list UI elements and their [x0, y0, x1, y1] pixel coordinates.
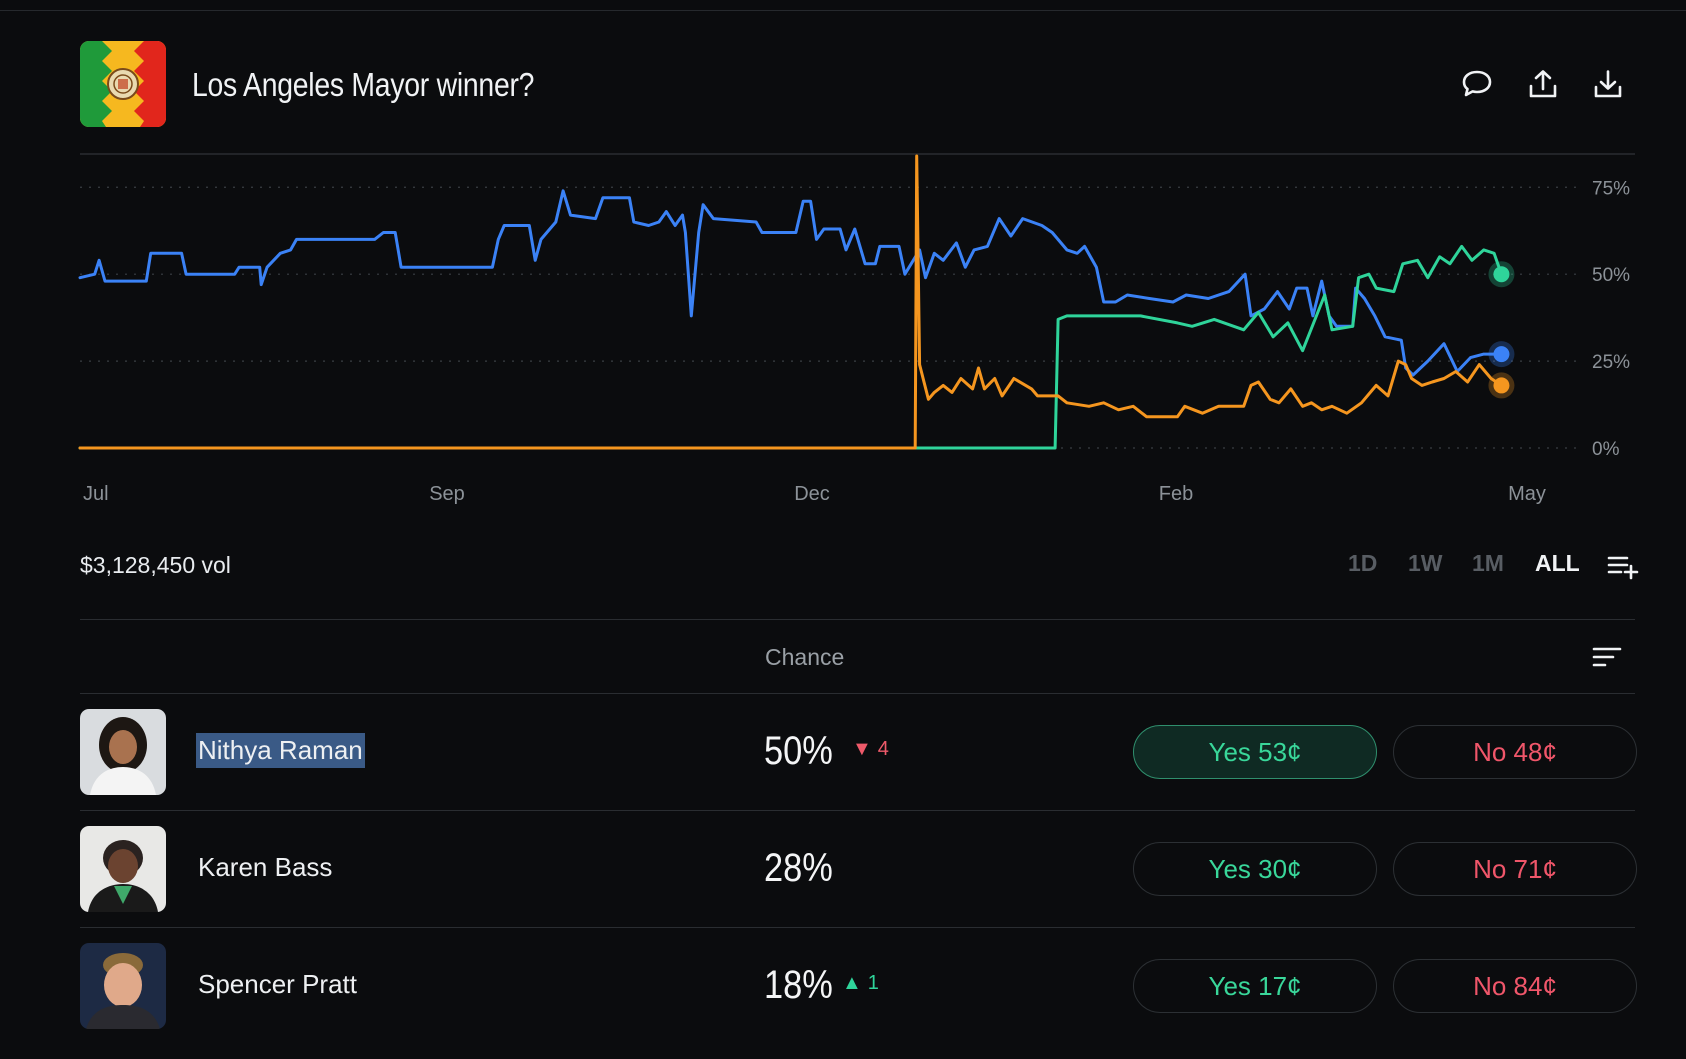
range-1d-button[interactable]: 1D: [1348, 550, 1378, 576]
x-tick-label: Dec: [794, 483, 830, 505]
x-tick-label: Feb: [1159, 483, 1193, 505]
candidate-chance: 50%: [764, 729, 833, 773]
table-header-divider: [80, 693, 1635, 694]
range-all-button[interactable]: ALL: [1535, 550, 1580, 576]
top-divider: [0, 10, 1686, 11]
candidate-name: Nithya Raman: [196, 733, 365, 768]
buy-no-button[interactable]: No 71¢: [1393, 842, 1637, 896]
candidate-avatar: [80, 826, 166, 912]
x-tick-label: Jul: [83, 483, 109, 505]
triangle-down-icon: ▼: [852, 738, 872, 760]
candidate-row[interactable]: Nithya Raman 50% ▼ 4 Yes 53¢ No 48¢: [80, 709, 1637, 825]
series-line: [78, 189, 1503, 377]
series-line: [78, 244, 1503, 450]
row-divider: [80, 927, 1635, 928]
candidate-name: Karen Bass: [198, 852, 333, 882]
volume-label: $3,128,450 vol: [80, 552, 231, 578]
sort-icon[interactable]: [1592, 646, 1622, 668]
price-chart[interactable]: 0% 25% 50% 75% Jul Sep Dec Feb May: [0, 150, 1686, 510]
y-tick-label: 0%: [1592, 439, 1620, 460]
buy-no-button[interactable]: No 48¢: [1393, 725, 1637, 779]
candidate-row[interactable]: Spencer Pratt 18% ▲ 1 Yes 17¢ No 84¢: [80, 943, 1637, 1059]
price-chart-svg: 0% 25% 50% 75% Jul Sep Dec Feb May: [78, 153, 1635, 505]
add-list-icon[interactable]: [1607, 552, 1639, 580]
market-title: Los Angeles Mayor winner?: [192, 66, 535, 103]
series-line: [78, 154, 1503, 450]
candidate-avatar: [80, 943, 166, 1029]
y-tick-label: 50%: [1592, 265, 1630, 286]
candidate-row[interactable]: Karen Bass 28% Yes 30¢ No 71¢: [80, 826, 1637, 942]
candidate-chance: 18%: [764, 963, 833, 1007]
endpoint-dot: [1493, 266, 1510, 283]
section-divider: [80, 619, 1635, 620]
market-flag-logo: [80, 41, 166, 127]
chance-column-header: Chance: [765, 644, 845, 670]
candidate-name: Spencer Pratt: [198, 969, 357, 999]
x-tick-label: Sep: [429, 483, 465, 505]
triangle-up-icon: ▲: [842, 972, 862, 994]
range-1m-button[interactable]: 1M: [1472, 550, 1504, 576]
endpoint-dot: [1493, 346, 1510, 363]
y-tick-label: 75%: [1592, 178, 1630, 199]
endpoint-dot: [1493, 377, 1510, 394]
share-icon[interactable]: [1525, 66, 1561, 102]
y-tick-label: 25%: [1592, 352, 1630, 373]
candidate-chance: 28%: [764, 846, 833, 890]
download-icon[interactable]: [1590, 66, 1626, 102]
row-divider: [80, 810, 1635, 811]
range-1w-button[interactable]: 1W: [1408, 550, 1443, 576]
buy-yes-button[interactable]: Yes 53¢: [1133, 725, 1377, 779]
chance-change: ▲ 1: [842, 972, 879, 994]
comment-icon[interactable]: [1459, 66, 1495, 102]
x-tick-label: May: [1508, 483, 1546, 505]
candidate-avatar: [80, 709, 166, 795]
chance-change: ▼ 4: [852, 738, 889, 760]
buy-yes-button[interactable]: Yes 30¢: [1133, 842, 1377, 896]
buy-no-button[interactable]: No 84¢: [1393, 959, 1637, 1013]
buy-yes-button[interactable]: Yes 17¢: [1133, 959, 1377, 1013]
